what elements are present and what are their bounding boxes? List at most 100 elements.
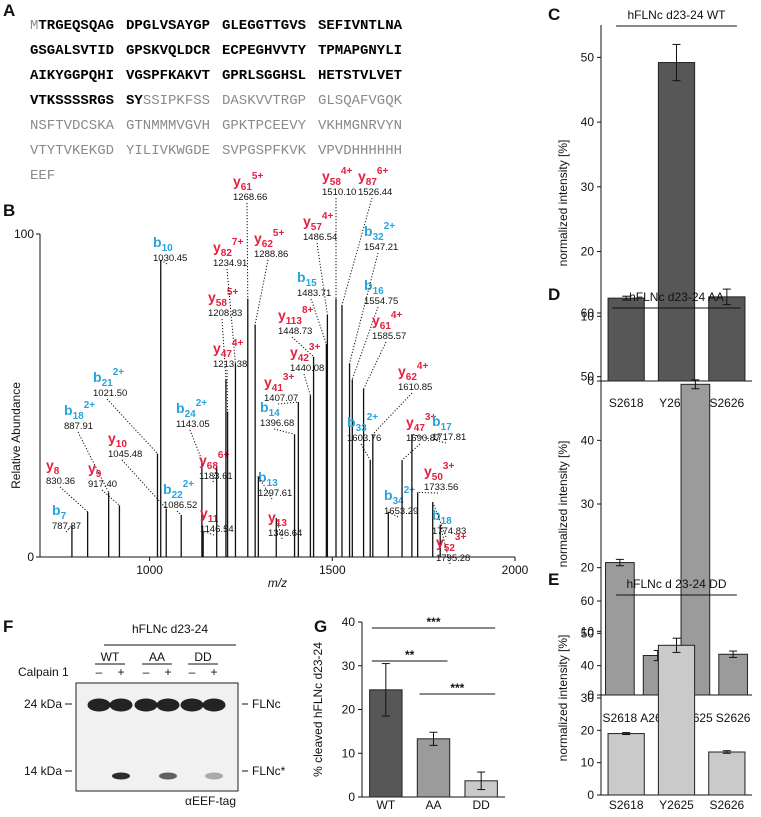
sequence-block: VGSPFKAKVT (126, 68, 210, 84)
residues: GPKTPCEEVY (222, 118, 307, 134)
ion-type: y (358, 168, 366, 184)
ion-charge: 6+ (377, 166, 389, 177)
mz-label: 1486.54 (303, 232, 337, 243)
residues: NSFTVDCSKA (30, 118, 115, 134)
mz-label: 1208.83 (208, 308, 242, 319)
treatment-label: Calpain 1 (18, 665, 69, 679)
residues: M (30, 18, 38, 34)
residues: VGSPFKAKVT (126, 68, 210, 84)
mz-label: 1554.75 (364, 296, 398, 307)
ion-type: b (260, 399, 269, 415)
sequence-block: GTNMMMVGVH (126, 118, 210, 134)
ion-charge: 5+ (252, 171, 264, 182)
ion-type: y (424, 463, 432, 479)
ion-label: b15 (297, 269, 317, 289)
error-bar (672, 637, 681, 653)
ion-label: y574+ (303, 211, 333, 233)
ion-index: 13 (276, 518, 288, 529)
ion-type: y (254, 230, 262, 246)
ion-label: y523+ (436, 532, 466, 554)
sequence-block: EEF (30, 168, 55, 184)
y-tick-label: 10 (342, 746, 356, 760)
mz-label: 1547.21 (364, 242, 398, 253)
ion-index: 32 (373, 232, 385, 243)
ion-charge: 4+ (232, 338, 244, 349)
mz-label: 1213.38 (213, 359, 247, 370)
ion-index: 113 (286, 316, 303, 327)
residues: SY (126, 93, 143, 109)
ion-type: b (153, 234, 162, 250)
residues: EEF (30, 168, 55, 184)
leader-line (275, 518, 283, 540)
ion-charge: 2+ (196, 398, 208, 409)
leader-line (316, 242, 328, 315)
sequence-block: NSFTVDCSKA (30, 118, 115, 134)
y-tick-label: 60 (581, 306, 595, 320)
ion-index: 82 (221, 248, 233, 259)
ion-label: b17 (432, 413, 452, 433)
leader-line (417, 491, 439, 494)
sequence-block: YILIVKWGDE (126, 143, 210, 159)
band-full-length (202, 698, 226, 712)
leader-line (349, 252, 379, 364)
sequence-block: SEFIVNTLNA (318, 18, 403, 34)
panel-label: E (548, 570, 559, 589)
y-axis-label: Relative Abundance (9, 382, 23, 489)
ion-type: b (347, 414, 356, 430)
leader-line (277, 401, 299, 405)
ion-index: 58 (216, 298, 228, 309)
chart-title: hFLNc d23-24 AA (629, 290, 724, 304)
leader-line (189, 429, 203, 461)
ion-index: 42 (298, 353, 310, 364)
residues: GPRLSGGHSL (222, 68, 306, 84)
ion-label: b212+ (93, 367, 124, 389)
ion-label: y413+ (264, 372, 294, 394)
ion-label: y625+ (254, 228, 284, 250)
sequence-block: GPKTPCEEVY (222, 118, 307, 134)
sequence-block: GPSKVQLDCR (126, 43, 211, 59)
y-tick-label: 10 (581, 624, 595, 638)
ion-index: 68 (207, 461, 219, 472)
ion-index: 11 (208, 514, 219, 525)
mz-label: 1030.45 (153, 253, 187, 264)
residues: SVPGSPFKVK (222, 143, 307, 159)
ion-charge: 2+ (384, 221, 396, 232)
mz-label: 1653.29 (384, 506, 418, 517)
residues: TPMAPGNYLI (318, 43, 402, 59)
leader-line (310, 298, 327, 344)
ion-index: 41 (272, 383, 284, 394)
panel-label: C (548, 5, 560, 24)
sequence-block: VKHMGNRVYN (318, 118, 402, 134)
mz-label: 1396.68 (260, 418, 294, 429)
y-tick-label: 0 (587, 374, 594, 388)
mz-label: 1440.08 (290, 363, 324, 374)
sequence-block: MTRGEQSQAG (30, 18, 114, 34)
ion-index: 8 (54, 466, 60, 477)
y-tick-label: 40 (581, 433, 595, 447)
ion-index: 17 (441, 422, 453, 433)
ion-label: y11 (200, 505, 219, 525)
ion-charge: 2+ (113, 367, 125, 378)
mz-label: 1297.61 (258, 488, 292, 499)
ion-type: y (88, 460, 96, 476)
ion-label: b242+ (176, 398, 207, 420)
leader-line (291, 336, 314, 358)
error-bar (691, 379, 700, 390)
y-tick-label: 40 (581, 115, 595, 129)
bar (708, 751, 746, 796)
band-full-length (180, 698, 204, 712)
mz-label: 787.37 (52, 521, 81, 532)
band-full-length (109, 698, 133, 712)
ion-index: 15 (306, 278, 318, 289)
ion-type: y (268, 509, 276, 525)
error-bar (729, 650, 738, 658)
ion-index: 33 (356, 423, 368, 434)
ion-type: y (213, 340, 221, 356)
lane-sign: – (96, 665, 103, 679)
ion-index: 18 (73, 411, 85, 422)
leader-line (360, 443, 371, 461)
panel-label: G (314, 617, 327, 636)
ion-type: b (432, 413, 441, 429)
ion-charge: 3+ (309, 342, 321, 353)
leader-line (221, 318, 227, 380)
